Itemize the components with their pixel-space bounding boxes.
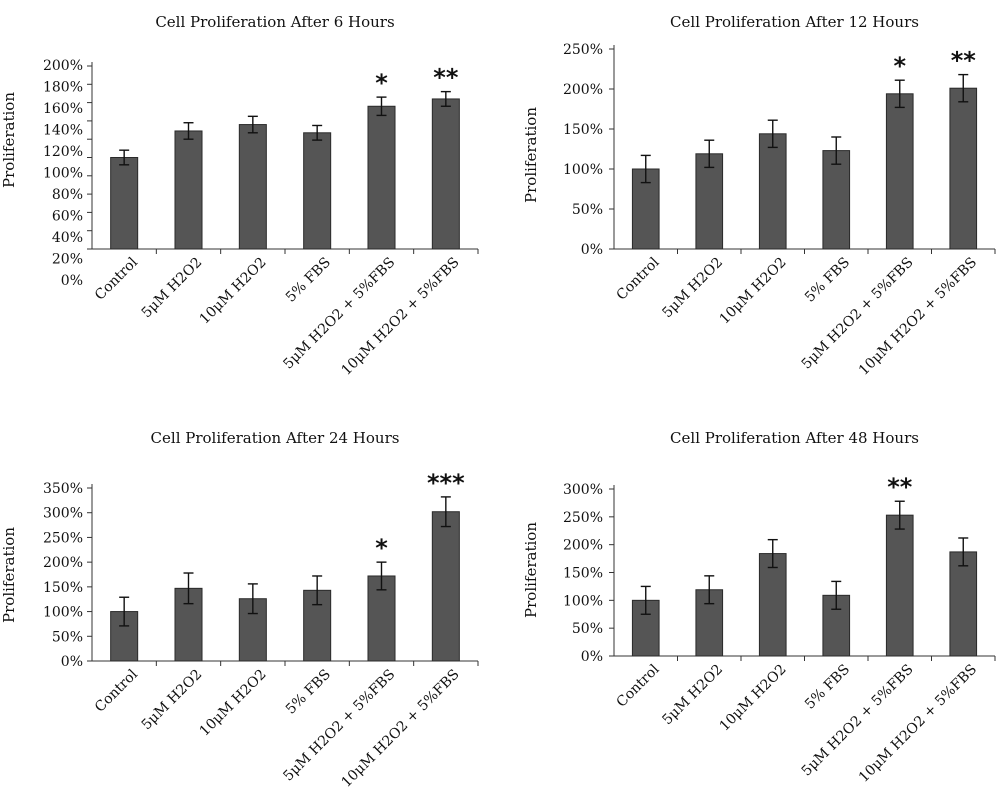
y-tick-label: 100%: [43, 605, 83, 621]
y-tick-label: 100%: [563, 162, 603, 178]
bar-12h-3: [822, 150, 851, 250]
chart-title-48h: Cell Proliferation After 48 Hours: [670, 429, 919, 447]
significance-marker-12h-5: **: [951, 47, 977, 75]
chart-title-12h: Cell Proliferation After 12 Hours: [670, 13, 919, 31]
y-tick-label: 50%: [572, 621, 603, 637]
category-label-48h-2: 10μM H2O2: [717, 662, 790, 735]
bar-6h-4: [367, 105, 396, 250]
category-label-6h-0: Control: [92, 254, 141, 303]
significance-marker-24h-4: *: [375, 534, 388, 562]
y-tick-label: 300%: [43, 506, 83, 522]
category-label-24h-2: 10μM H2O2: [197, 667, 270, 740]
bar-12h-4: [885, 93, 914, 250]
category-label-48h-0: Control: [614, 661, 663, 710]
y-tick-label: 120%: [43, 144, 83, 160]
y-tick-label: 0%: [581, 649, 603, 665]
category-label-6h-3: 5% FBS: [283, 255, 334, 306]
significance-marker-24h-5: ***: [427, 469, 465, 497]
category-label-6h-2: 10μM H2O2: [197, 255, 270, 328]
y-axis-label-48h: Proliferation: [522, 522, 540, 618]
bar-6h-1: [174, 130, 203, 250]
y-tick-label: 40%: [52, 230, 83, 246]
category-label-12h-3: 5% FBS: [802, 255, 853, 306]
y-tick-label: 180%: [43, 80, 83, 96]
y-axis-label-24h: Proliferation: [0, 527, 18, 623]
category-label-24h-4: 5μM H2O2 + 5%FBS: [280, 667, 398, 785]
y-tick-label: 60%: [52, 209, 83, 225]
significance-marker-48h-4: **: [887, 473, 913, 501]
y-axis-label-12h: Proliferation: [522, 107, 540, 203]
significance-marker-12h-4: *: [893, 52, 906, 80]
category-label-24h-3: 5% FBS: [283, 667, 334, 718]
bar-48h-4: [885, 514, 914, 657]
y-tick-label: 250%: [563, 42, 603, 58]
y-tick-label: 200%: [563, 538, 603, 554]
category-label-48h-3: 5% FBS: [802, 662, 853, 713]
category-label-48h-1: 5μM H2O2: [659, 662, 726, 729]
chart-48h-svg: Cell Proliferation After 48 Hours Prolife…: [522, 429, 996, 786]
category-label-24h-1: 5μM H2O2: [139, 667, 206, 734]
y-tick-label: 50%: [572, 202, 603, 218]
y-tick-label: 100%: [563, 593, 603, 609]
y-axis-label-6h: Proliferation: [0, 92, 18, 188]
y-tick-label: 200%: [43, 555, 83, 571]
bar-48h-2: [758, 553, 787, 657]
y-tick-label: 0%: [61, 273, 83, 289]
chart-12h-svg: Cell Proliferation After 12 Hours Prolife…: [522, 13, 996, 379]
category-label-12h-1: 5μM H2O2: [659, 255, 726, 322]
category-label-24h-0: Control: [92, 666, 141, 715]
chart-6h-svg: Cell Proliferation After 6 Hours Prolifer…: [0, 13, 479, 379]
chart-panel-24h: Cell Proliferation After 24 Hours Prolife…: [0, 410, 500, 796]
category-label-48h-4: 5μM H2O2 + 5%FBS: [799, 662, 917, 780]
y-tick-label: 160%: [43, 101, 83, 117]
y-tick-label: 0%: [61, 654, 83, 670]
chart-24h-svg: Cell Proliferation After 24 Hours Prolife…: [0, 429, 479, 791]
chart-title-24h: Cell Proliferation After 24 Hours: [151, 429, 400, 447]
bar-12h-5: [949, 87, 978, 250]
bar-48h-5: [949, 551, 978, 657]
bar-24h-5: [431, 511, 460, 662]
significance-marker-6h-4: *: [375, 69, 388, 97]
y-tick-label: 150%: [563, 122, 603, 138]
category-label-12h-2: 10μM H2O2: [717, 255, 790, 328]
bar-6h-3: [303, 132, 332, 250]
bar-6h-0: [110, 157, 139, 250]
chart-panel-12h: Cell Proliferation After 12 Hours Prolife…: [500, 0, 1000, 400]
category-label-12h-5: 10μM H2O2 + 5%FBS: [856, 255, 980, 379]
significance-marker-6h-5: **: [433, 64, 459, 92]
y-tick-label: 200%: [563, 82, 603, 98]
chart-title-6h: Cell Proliferation After 6 Hours: [155, 13, 394, 31]
y-tick-label: 200%: [43, 58, 83, 74]
y-tick-label: 350%: [43, 481, 83, 497]
category-label-12h-0: Control: [614, 254, 663, 303]
category-label-6h-4: 5μM H2O2 + 5%FBS: [280, 255, 398, 373]
category-label-6h-1: 5μM H2O2: [139, 255, 206, 322]
category-label-48h-5: 10μM H2O2 + 5%FBS: [856, 662, 980, 786]
chart-panel-6h: Cell Proliferation After 6 Hours Prolifer…: [0, 0, 500, 400]
y-tick-label: 250%: [563, 510, 603, 526]
y-tick-label: 300%: [563, 482, 603, 498]
category-label-12h-4: 5μM H2O2 + 5%FBS: [799, 255, 917, 373]
y-tick-label: 150%: [43, 580, 83, 596]
chart-panel-48h: Cell Proliferation After 48 Hours Prolife…: [500, 410, 1000, 796]
bar-6h-5: [431, 98, 460, 250]
category-label-6h-5: 10μM H2O2 + 5%FBS: [338, 255, 462, 379]
category-label-24h-5: 10μM H2O2 + 5%FBS: [338, 667, 462, 791]
y-tick-label: 250%: [43, 530, 83, 546]
y-tick-label: 20%: [52, 252, 83, 268]
y-tick-label: 150%: [563, 566, 603, 582]
y-tick-label: 100%: [43, 166, 83, 182]
y-tick-label: 140%: [43, 123, 83, 139]
bar-6h-2: [238, 124, 267, 250]
y-tick-label: 80%: [52, 187, 83, 203]
bar-12h-2: [758, 133, 787, 250]
y-tick-label: 50%: [52, 629, 83, 645]
y-tick-label: 0%: [581, 242, 603, 258]
